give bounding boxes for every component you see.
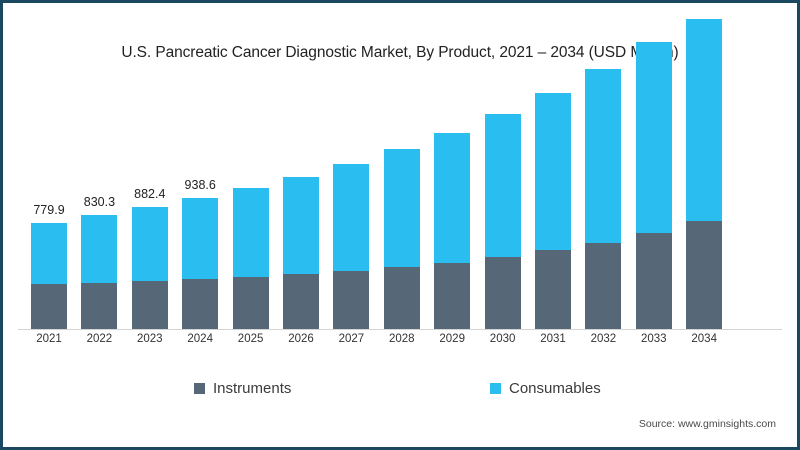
legend-swatch-icon bbox=[194, 383, 205, 394]
bar-column[interactable]: 938.6 bbox=[182, 178, 219, 329]
legend-swatch-icon bbox=[490, 383, 501, 394]
x-axis-tick-2029: 2029 bbox=[439, 333, 465, 345]
legend-label: Consumables bbox=[509, 380, 601, 397]
bar-segment-instruments[interactable] bbox=[333, 271, 370, 329]
bar-segment-consumables[interactable] bbox=[585, 69, 622, 243]
bar-segment-consumables[interactable] bbox=[484, 114, 521, 257]
x-axis-tick-2023: 2023 bbox=[137, 333, 163, 345]
bar-value-label: 882.4 bbox=[134, 187, 166, 201]
bar-segment-instruments[interactable] bbox=[131, 281, 168, 329]
bar-column[interactable]: 830.3 bbox=[81, 195, 118, 329]
bar-column[interactable] bbox=[484, 114, 521, 329]
bar-segment-instruments[interactable] bbox=[182, 279, 219, 329]
chart-title: U.S. Pancreatic Cancer Diagnostic Market… bbox=[121, 44, 679, 61]
bar-column[interactable] bbox=[686, 19, 723, 329]
bar-column[interactable] bbox=[434, 133, 471, 329]
bar-value-label: 938.6 bbox=[184, 178, 216, 192]
bar-segment-consumables[interactable] bbox=[635, 42, 672, 233]
source-attribution: Source: www.gminsights.com bbox=[638, 418, 776, 430]
bar-segment-instruments[interactable] bbox=[686, 221, 723, 329]
bar-segment-instruments[interactable] bbox=[635, 233, 672, 329]
bar-segment-consumables[interactable] bbox=[81, 215, 118, 283]
chart-legend: Instruments Consumables bbox=[6, 380, 794, 402]
bar-value-label: 830.3 bbox=[83, 195, 116, 209]
bar-column[interactable] bbox=[283, 177, 319, 329]
bar-segment-consumables[interactable] bbox=[283, 177, 319, 274]
bar-segment-instruments[interactable] bbox=[232, 277, 269, 329]
bar-segment-consumables[interactable] bbox=[333, 164, 370, 271]
bar-column[interactable] bbox=[232, 188, 269, 329]
bar-segment-consumables[interactable] bbox=[232, 188, 269, 277]
bar-segment-consumables[interactable] bbox=[686, 19, 723, 221]
x-axis-tick-2030: 2030 bbox=[489, 333, 516, 345]
bar-segment-consumables[interactable] bbox=[182, 198, 219, 279]
legend-item-consumables[interactable]: Consumables bbox=[490, 380, 601, 397]
bar-segment-consumables[interactable] bbox=[383, 149, 420, 267]
bar-column[interactable] bbox=[585, 69, 622, 329]
x-axis-tick-2028: 2028 bbox=[389, 333, 415, 345]
x-axis-tick-2024: 2024 bbox=[187, 333, 213, 345]
legend-label: Instruments bbox=[213, 380, 292, 397]
bar-value-label: 779.9 bbox=[33, 203, 65, 217]
bar-column[interactable] bbox=[383, 149, 420, 329]
bar-segment-instruments[interactable] bbox=[81, 283, 118, 329]
x-axis-tick-2033: 2033 bbox=[641, 333, 667, 345]
bar-segment-instruments[interactable] bbox=[31, 284, 67, 329]
bar-segment-consumables[interactable] bbox=[31, 223, 67, 284]
bar-segment-consumables[interactable] bbox=[434, 133, 471, 263]
x-axis-tick-2025: 2025 bbox=[237, 333, 264, 345]
bar-column[interactable]: 779.9 bbox=[31, 203, 67, 329]
x-axis-labels: 2021 2022 2023 2024 2025 2026 2027 2028 2029 2030… bbox=[6, 333, 800, 353]
bar-column[interactable]: 882.4 bbox=[131, 187, 168, 329]
bar-segment-instruments[interactable] bbox=[585, 243, 622, 329]
bar-column[interactable] bbox=[635, 42, 672, 329]
bar-segment-instruments[interactable] bbox=[383, 267, 420, 329]
chart-canvas: U.S. Pancreatic Cancer Diagnostic Market… bbox=[6, 6, 794, 444]
x-axis-tick-2031: 2031 bbox=[540, 333, 566, 345]
bar-column[interactable] bbox=[333, 164, 370, 329]
legend-item-instruments[interactable]: Instruments bbox=[194, 380, 291, 397]
bar-segment-instruments[interactable] bbox=[535, 250, 571, 329]
plot-area: 779.9 830.3 882.4 938.6 bbox=[6, 19, 800, 329]
bar-column[interactable] bbox=[535, 93, 571, 329]
x-axis-tick-2027: 2027 bbox=[338, 333, 365, 345]
x-axis-tick-2034: 2034 bbox=[691, 333, 717, 345]
bar-segment-instruments[interactable] bbox=[434, 263, 471, 329]
bar-segment-instruments[interactable] bbox=[484, 257, 521, 329]
bar-segment-instruments[interactable] bbox=[283, 274, 319, 329]
bar-segment-consumables[interactable] bbox=[131, 207, 168, 281]
bar-segment-consumables[interactable] bbox=[535, 93, 571, 250]
x-axis-tick-2021: 2021 bbox=[36, 333, 62, 345]
x-axis-tick-2022: 2022 bbox=[86, 333, 113, 345]
x-axis-tick-2026: 2026 bbox=[288, 333, 314, 345]
x-axis-baseline bbox=[18, 329, 782, 330]
x-axis-tick-2032: 2032 bbox=[590, 333, 617, 345]
